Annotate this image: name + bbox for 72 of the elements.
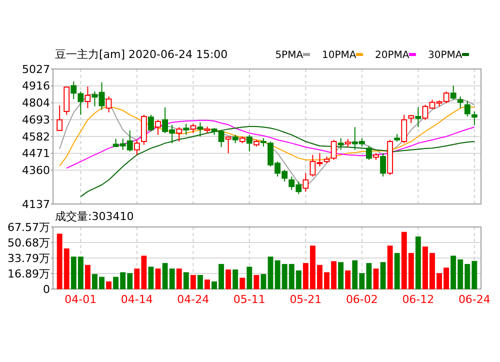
candlestick xyxy=(380,152,386,178)
line-series xyxy=(80,126,475,198)
chart-title: 成交量:303410 xyxy=(55,210,134,223)
bar xyxy=(190,274,196,290)
candlestick xyxy=(134,139,140,156)
y-tick-label: 4360 xyxy=(22,164,50,178)
y-tick-label: 5027 xyxy=(22,62,50,76)
x-tick-label: 04-01 xyxy=(64,293,97,306)
bar xyxy=(176,268,182,290)
bar xyxy=(246,266,252,290)
y-tick-label: 0 xyxy=(43,282,50,296)
bar xyxy=(183,272,189,290)
y-tick-label: 16.89万 xyxy=(8,267,50,280)
candlestick xyxy=(190,123,196,134)
bar xyxy=(240,278,246,290)
bar xyxy=(380,262,386,290)
candlestick xyxy=(176,126,182,142)
candlestick xyxy=(401,114,408,144)
y-tick-label: 4582 xyxy=(22,130,50,144)
candlestick xyxy=(56,104,63,131)
bar xyxy=(84,264,90,290)
bar xyxy=(226,269,232,290)
bar xyxy=(148,266,154,290)
candlestick xyxy=(464,100,470,117)
y-tick-label: 4137 xyxy=(22,198,50,211)
candlestick xyxy=(106,96,112,113)
x-tick-label: 05-11 xyxy=(233,293,266,306)
candlestick xyxy=(246,134,252,152)
candlestick xyxy=(148,114,154,132)
candlestick xyxy=(155,119,161,136)
bar xyxy=(204,280,210,290)
y-tick-label: 4693 xyxy=(22,114,50,127)
candlestick xyxy=(338,138,344,150)
y-tick-label: 67.57万 xyxy=(8,220,50,234)
bar xyxy=(232,269,238,290)
bar xyxy=(394,252,400,290)
bar xyxy=(387,246,393,290)
y-tick-label: 4916 xyxy=(22,80,50,93)
x-tick-label: 06-12 xyxy=(402,293,434,306)
chart-title: 豆一主力[am] 2020-06-24 15:00 xyxy=(55,48,228,61)
candlestick xyxy=(197,122,204,137)
legend-label: 30PMA xyxy=(428,50,462,61)
candlestick xyxy=(366,145,372,160)
x-tick-label: 06-02 xyxy=(346,293,378,306)
bar xyxy=(254,274,260,290)
bar xyxy=(415,236,421,290)
legend-label: 10PMA xyxy=(322,50,356,61)
legend-label: 20PMA xyxy=(375,50,410,61)
y-tick-label: 4804 xyxy=(22,96,50,110)
candlestick xyxy=(302,172,309,192)
y-tick-label: 33.79万 xyxy=(8,252,50,265)
candlestick xyxy=(415,106,422,128)
bar xyxy=(106,281,112,290)
candlestick xyxy=(457,96,464,109)
y-tick-label: 50.68万 xyxy=(8,236,50,250)
candlestick xyxy=(225,136,232,154)
bar xyxy=(338,262,344,290)
candlestick xyxy=(84,86,91,109)
bar xyxy=(155,268,161,290)
candlestick xyxy=(450,85,456,100)
x-tick-label: 06-24 xyxy=(458,293,490,306)
x-tick-label: 04-24 xyxy=(177,293,210,306)
legend-label: 5PMA xyxy=(275,50,304,61)
bar xyxy=(197,274,203,290)
candlestick xyxy=(471,110,478,126)
y-tick-label: 4471 xyxy=(22,147,50,160)
candlestick xyxy=(330,139,337,160)
bar xyxy=(373,268,379,290)
bar xyxy=(345,270,351,290)
candlestick xyxy=(183,123,190,136)
x-tick-label: 05-21 xyxy=(290,293,322,306)
x-tick-label: 04-14 xyxy=(120,293,153,306)
